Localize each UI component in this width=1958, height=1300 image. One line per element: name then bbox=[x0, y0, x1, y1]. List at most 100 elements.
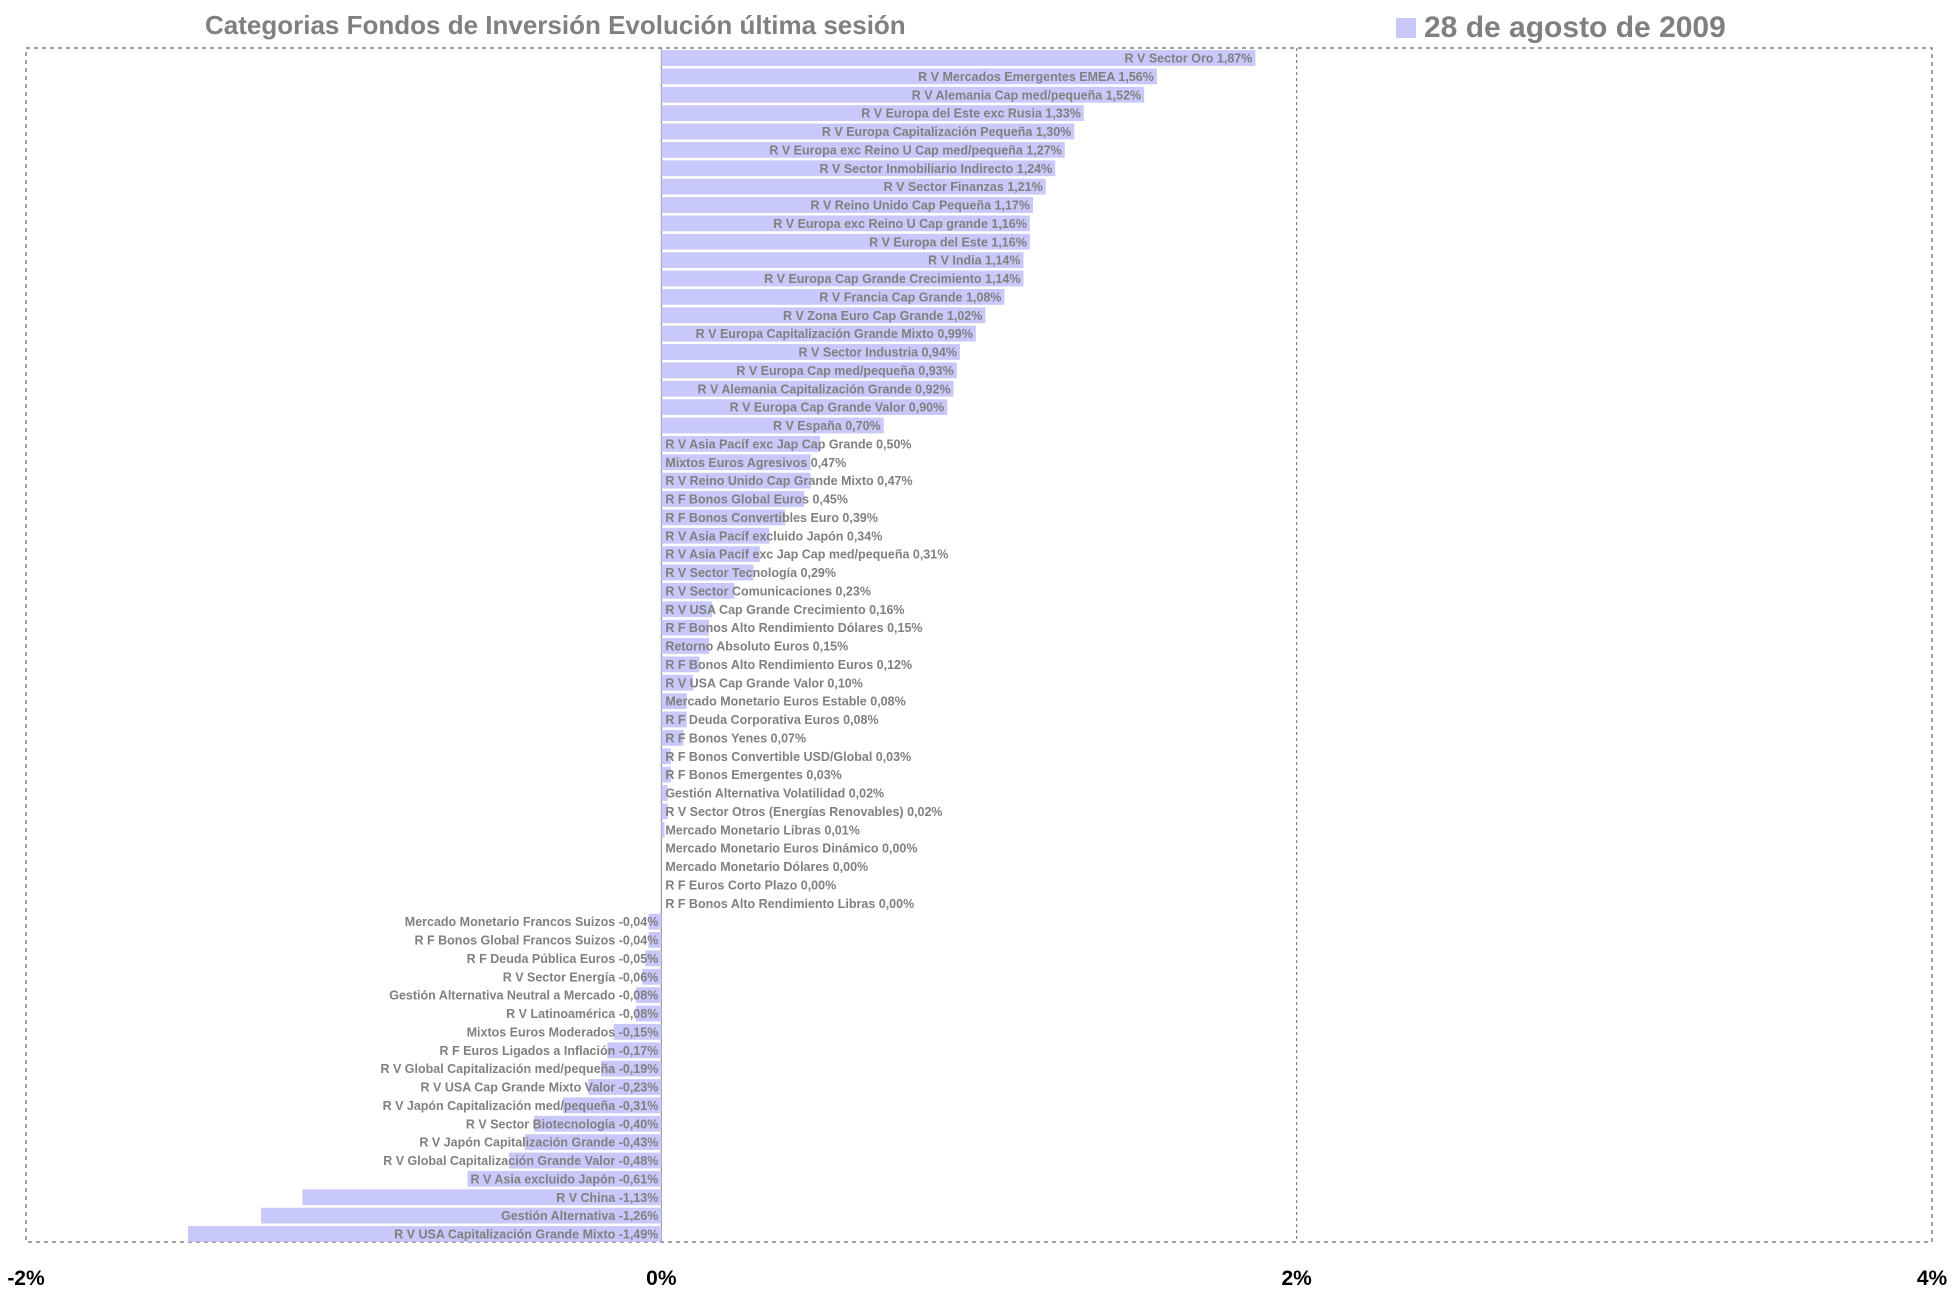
bar bbox=[661, 86, 1145, 103]
bar-label: R V Sector Tecnología 0,29% bbox=[665, 566, 836, 580]
bar-label: R V Francia Cap Grande 1,08% bbox=[819, 290, 1001, 304]
bar-label: R V Zona Euro Cap Grande 1,02% bbox=[783, 309, 982, 323]
bar bbox=[661, 123, 1075, 140]
bar-label: R F Bonos Global Euros 0,45% bbox=[665, 493, 848, 507]
bar-label: R V Reino Unido Cap Grande Mixto 0,47% bbox=[665, 474, 912, 488]
bar-labels: R V Sector Oro 1,87% R V Mercados Emergen… bbox=[380, 52, 1252, 1242]
bar bbox=[261, 1207, 662, 1224]
bar-label: R F Bonos Alto Rendimiento Libras 0,00% bbox=[665, 897, 914, 911]
bar-label: R V USA Cap Grande Valor 0,10% bbox=[665, 676, 863, 690]
bar bbox=[661, 270, 1024, 287]
bar-label: R V Reino Unido Cap Pequeña 1,17% bbox=[811, 199, 1031, 213]
bar-label: R F Deuda Corporativa Euros 0,08% bbox=[665, 713, 878, 727]
bar bbox=[661, 344, 960, 360]
bar-label: R V Sector Oro 1,87% bbox=[1125, 52, 1253, 66]
bar bbox=[661, 50, 1256, 66]
bar-label: R V Alemania Cap med/pequeña 1,52% bbox=[912, 88, 1141, 102]
bar bbox=[661, 233, 1030, 250]
bar bbox=[648, 913, 662, 930]
bar bbox=[661, 472, 811, 489]
bar-label: Retorno Absoluto Euros 0,15% bbox=[665, 640, 848, 654]
bar-label: Mercado Monetario Euros Estable 0,08% bbox=[665, 695, 905, 709]
bar bbox=[661, 729, 684, 746]
bar bbox=[588, 1079, 662, 1095]
bar bbox=[661, 160, 1056, 177]
bar bbox=[661, 417, 884, 434]
bar-label: R V India 1,14% bbox=[928, 254, 1020, 268]
bar-label: Mercado Monetario Libras 0,01% bbox=[665, 823, 860, 837]
bar bbox=[661, 325, 976, 342]
bar-label: R V Sector Biotecnología -0,40% bbox=[466, 1117, 658, 1131]
bar bbox=[661, 656, 700, 673]
chart-title: Categorias Fondos de Inversión Evolución… bbox=[205, 10, 906, 40]
bar bbox=[562, 1097, 662, 1114]
bar-label: R V Japón Capitalización med/pequeña -0,… bbox=[383, 1099, 659, 1113]
bar-label: Mercado Monetario Dólares 0,00% bbox=[665, 860, 868, 874]
plot-area-border bbox=[25, 47, 1933, 1243]
bar-label: R V Europa exc Reino U Cap med/pequeña 1… bbox=[769, 143, 1061, 157]
bar-label: R V Europa Cap med/pequeña 0,93% bbox=[736, 364, 953, 378]
bar-label: R V Sector Comunicaciones 0,23% bbox=[665, 584, 871, 598]
x-tick-label: 0% bbox=[646, 1267, 677, 1290]
bar-label: R V Sector Industria 0,94% bbox=[799, 346, 957, 360]
x-axis-ticks: -2% 0% 2% 4% bbox=[7, 1267, 1947, 1290]
bar-label: Gestión Alternativa Volatilidad 0,02% bbox=[665, 787, 884, 801]
bar bbox=[642, 968, 662, 985]
bar bbox=[661, 178, 1046, 195]
bar-label: R V Europa Cap Grande Crecimiento 1,14% bbox=[764, 272, 1020, 286]
bar-label: R V USA Cap Grande Crecimiento 0,16% bbox=[665, 603, 904, 617]
bar bbox=[661, 435, 821, 452]
bar bbox=[635, 1005, 662, 1022]
bar-label: R V Alemania Capitalización Grande 0,92% bbox=[697, 382, 950, 396]
bar bbox=[661, 288, 1005, 305]
bar-label: Gestión Alternativa Neutral a Mercado -0… bbox=[389, 989, 658, 1003]
bar bbox=[661, 619, 709, 636]
bar-label: R F Bonos Yenes 0,07% bbox=[665, 731, 806, 745]
bar-label: R V USA Cap Grande Mixto Valor -0,23% bbox=[421, 1081, 659, 1095]
bar bbox=[600, 1060, 662, 1077]
x-tick-label: 4% bbox=[1917, 1267, 1948, 1290]
bar-label: R V Europa Capitalización Pequeña 1,30% bbox=[822, 125, 1071, 139]
bar-label: R V Asia Pacíf excluido Japón 0,34% bbox=[665, 529, 882, 543]
bar-label: R V Asia Pacíf exc Jap Cap med/pequeña 0… bbox=[665, 548, 948, 562]
bar bbox=[661, 141, 1065, 158]
bar bbox=[188, 1226, 662, 1242]
bar bbox=[661, 693, 687, 710]
bar bbox=[661, 711, 687, 728]
bar bbox=[661, 68, 1157, 85]
bar-label: R V Mercados Emergentes EMEA 1,56% bbox=[918, 70, 1154, 84]
bar bbox=[467, 1170, 662, 1187]
bar bbox=[661, 527, 770, 544]
bar-label: R F Bonos Convertible USD/Global 0,03% bbox=[665, 750, 911, 764]
bar bbox=[645, 950, 662, 967]
bar bbox=[661, 748, 671, 765]
bar bbox=[661, 582, 735, 599]
bar bbox=[524, 1134, 662, 1151]
bar bbox=[661, 252, 1024, 269]
bar-label: R F Deuda Pública Euros -0,05% bbox=[467, 952, 659, 966]
bar-label: R V USA Capitalización Grande Mixto -1,4… bbox=[394, 1228, 658, 1242]
bar bbox=[661, 105, 1084, 122]
bar-label: R V Latinoamérica -0,08% bbox=[506, 1007, 658, 1021]
bar bbox=[661, 546, 760, 563]
bar bbox=[661, 766, 671, 783]
legend-label: 28 de agosto de 2009 bbox=[1424, 11, 1726, 44]
bar-label: R F Bonos Alto Rendimiento Dólares 0,15% bbox=[665, 621, 922, 635]
bar bbox=[648, 932, 662, 948]
bar bbox=[661, 491, 805, 507]
bar-label: R V Europa del Este 1,16% bbox=[869, 235, 1027, 249]
bar bbox=[508, 1152, 662, 1169]
bar bbox=[661, 785, 668, 801]
bar-label: R V Europa Cap Grande Valor 0,90% bbox=[730, 401, 945, 415]
bar bbox=[661, 674, 694, 691]
bar-label: R V Global Capitalización Grande Valor -… bbox=[383, 1154, 658, 1168]
bar-label: R V Sector Inmobiliario Indirecto 1,24% bbox=[820, 162, 1053, 176]
bar bbox=[661, 638, 709, 654]
bar-label: Mercado Monetario Francos Suizos -0,04% bbox=[405, 915, 659, 929]
bar-label: R F Bonos Emergentes 0,03% bbox=[665, 768, 841, 782]
bar-label: R V Asia Pacíf exc Jap Cap Grande 0,50% bbox=[665, 437, 911, 451]
bar bbox=[661, 399, 948, 416]
bar-label: R F Bonos Convertibles Euro 0,39% bbox=[665, 511, 878, 525]
bar-label: R F Euros Ligados a Inflación -0,17% bbox=[440, 1044, 659, 1058]
